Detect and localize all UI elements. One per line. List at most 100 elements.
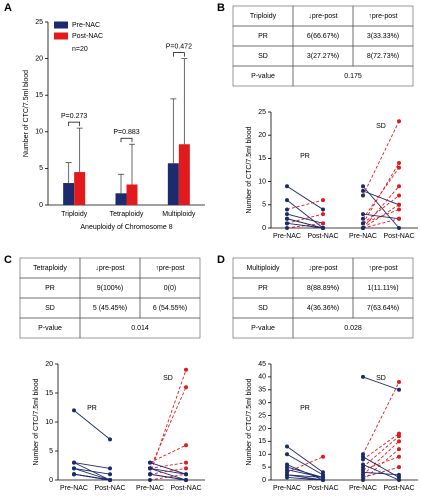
x-tick-label: Pre-NAC (349, 485, 377, 492)
table-text: 6 (54.55%) (153, 305, 187, 312)
pair-line (286, 476, 324, 481)
y-tick-label: 15 (35, 92, 43, 99)
table-text: Multiploidy (246, 265, 280, 272)
y-tick-label: 5 (262, 202, 266, 209)
p-value: P=0.472 (166, 43, 192, 50)
y-tick-label: 0 (262, 225, 266, 232)
x-tick-label: Post-NAC (383, 233, 414, 240)
y-tick-label: 10 (258, 178, 266, 185)
table-text: 0.028 (344, 325, 362, 332)
pair-line (286, 199, 324, 229)
pair-line (286, 474, 324, 478)
legend-label: Post-NAC (72, 33, 103, 40)
post-point (397, 387, 401, 392)
y-tick-label: 5 (262, 464, 266, 471)
table-text: 4(36.36%) (307, 305, 339, 312)
table-text: SD (258, 53, 268, 60)
post-point (321, 226, 325, 230)
pair-line (362, 195, 400, 224)
pre-point (285, 198, 289, 203)
pre-point (285, 472, 289, 477)
post-point (108, 466, 112, 471)
pair-line (362, 471, 400, 476)
table-text: PR (258, 285, 268, 292)
pair-line (73, 462, 111, 469)
pair-line (286, 213, 324, 224)
pair-line (149, 444, 187, 464)
post-point (184, 443, 188, 448)
y-axis-title: Number of CTC/7.5ml blood (246, 126, 253, 213)
pair-line (286, 199, 324, 210)
pre-point (361, 184, 365, 189)
pair-line (149, 467, 187, 475)
x-tick-label: Multiploidy (162, 211, 196, 218)
table-text: ↓pre-post (308, 265, 337, 272)
pre-point (361, 188, 365, 193)
pre-point (285, 184, 289, 189)
pre-point (72, 460, 76, 465)
x-tick-label: Pre-NAC (60, 485, 88, 492)
post-point (184, 367, 188, 372)
significance-bracket (172, 52, 185, 57)
y-tick-label: 25 (35, 19, 43, 26)
y-axis-title: Number of CTC/7.5ml blood (33, 378, 40, 465)
pair-line (362, 441, 400, 476)
group-label: SD (376, 375, 386, 382)
group-label: PR (300, 405, 310, 412)
pre-point (361, 462, 365, 467)
table-text: ↑pre-post (155, 265, 184, 272)
pair-line (362, 213, 400, 220)
post-point (108, 437, 112, 442)
y-tick-label: 45 (258, 361, 266, 368)
pair-line (149, 473, 187, 481)
pair-line (362, 376, 400, 391)
table-text: 7(63.64%) (367, 305, 399, 312)
pair-line (286, 446, 324, 473)
pre-point (361, 193, 365, 198)
table-text: SD (258, 305, 268, 312)
pair-line (286, 456, 324, 473)
x-tick-label: Post-NAC (307, 485, 338, 492)
table-text: P-value (38, 325, 62, 332)
pre-point (285, 207, 289, 212)
pre-point (285, 444, 289, 449)
y-tick-label: 25 (258, 412, 266, 419)
post-point (397, 380, 401, 385)
panel-label: B (217, 2, 225, 14)
pre-point (72, 466, 76, 471)
post-point (397, 226, 401, 230)
pre-point (72, 472, 76, 477)
table-text: 8(88.89%) (307, 285, 339, 292)
y-tick-label: 40 (258, 374, 266, 381)
pair-line (286, 469, 324, 478)
y-axis-title: Number of CTC/7.5ml blood (246, 378, 253, 465)
pre-point (361, 226, 365, 230)
annotation: n=20 (72, 46, 88, 53)
post-point (184, 478, 188, 482)
bar (167, 163, 179, 205)
x-axis-title: Aneuploidy of Chromosome 8 (80, 224, 172, 231)
table-text: P-value (251, 325, 275, 332)
post-point (321, 221, 325, 226)
pre-point (285, 467, 289, 472)
pair-line (362, 433, 400, 460)
bar (74, 172, 86, 205)
pair-line (149, 473, 187, 481)
table-text: 1(11.11%) (367, 285, 398, 292)
y-tick-label: 10 (45, 419, 53, 426)
pair-line (149, 467, 187, 475)
post-point (397, 472, 401, 477)
pair-line (362, 185, 400, 229)
table-text: 8(72.73%) (367, 53, 399, 60)
pair-line (286, 222, 324, 229)
post-point (397, 184, 401, 189)
pre-point (361, 212, 365, 217)
table-text: Triploidy (250, 13, 277, 20)
pair-line (286, 185, 324, 210)
pre-point (361, 475, 365, 480)
post-point (397, 439, 401, 444)
pair-line (73, 467, 111, 481)
pair-line (362, 435, 400, 468)
table-text: Tetraploidy (33, 265, 67, 272)
post-point (108, 478, 112, 482)
